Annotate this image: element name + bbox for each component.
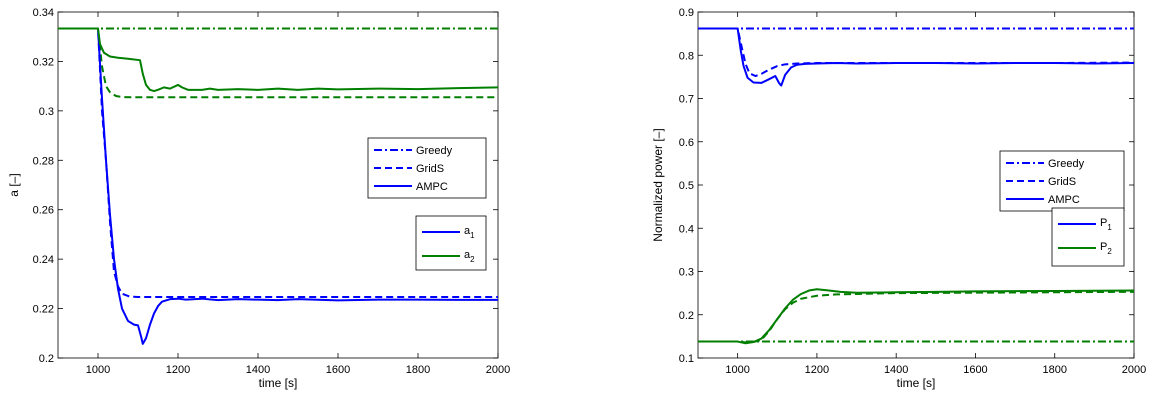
- series-group: [698, 27, 1134, 345]
- y-tick-label: 0.4: [679, 223, 694, 235]
- style-legend-label: Greedy: [416, 145, 453, 157]
- y-axis-label: Normalized power [–]: [651, 128, 665, 241]
- y-tick-label: 0.8: [679, 50, 694, 62]
- series-line-a2-ampc: [58, 27, 498, 93]
- y-tick-label: 0.26: [33, 205, 54, 217]
- style-legend-label: AMPC: [416, 181, 448, 193]
- y-tick-label: 0.3: [679, 267, 694, 279]
- style-legend-label: AMPC: [1048, 194, 1080, 206]
- chart-a-coefficient: 1000 1200 1400 1600 1800 2000 0.2 0.22 0.24 0.26 0…: [7, 7, 510, 390]
- y-tick-label: 0.2: [679, 310, 694, 322]
- y-tick-label: 0.9: [679, 7, 694, 19]
- color-legend-label: P2: [1100, 241, 1112, 256]
- style-legend-label: GridS: [416, 163, 444, 175]
- color-legend-subscript: 2: [470, 255, 475, 264]
- color-legend-subscript: 1: [470, 231, 475, 240]
- y-tick-label: 0.2: [39, 353, 54, 365]
- y-tick-label: 0.1: [679, 353, 694, 365]
- y-tick-label: 0.6: [679, 137, 694, 149]
- series-line-p2-grids: [698, 290, 1134, 344]
- color-legend-base: a: [464, 225, 471, 237]
- y-tick-label: 0.7: [679, 94, 694, 106]
- style-legend-label: GridS: [1048, 176, 1076, 188]
- y-tick-label: 0.24: [33, 254, 54, 266]
- x-tick-label: 1600: [963, 364, 987, 376]
- y-tick-label: 0.5: [679, 180, 694, 192]
- y-tick-label: 0.32: [33, 56, 54, 68]
- series-line-a1-ampc: [58, 27, 498, 345]
- color-legend-label: P1: [1100, 217, 1112, 232]
- x-tick-label: 1400: [884, 364, 908, 376]
- y-axis-label: a [–]: [7, 173, 21, 196]
- style-legend-label: Greedy: [1048, 158, 1085, 170]
- color-legend-box: [1051, 207, 1125, 267]
- color-legend-base: P: [1100, 241, 1107, 253]
- x-tick-label: 1000: [725, 364, 749, 376]
- y-tick-label: 0.34: [33, 7, 54, 19]
- x-tick-label: 1800: [1042, 364, 1066, 376]
- y-tick-label: 0.22: [33, 304, 54, 316]
- color-legend-subscript: 2: [1107, 247, 1112, 256]
- color-legend-base: P: [1100, 217, 1107, 229]
- y-tick-label: 0.3: [39, 106, 54, 118]
- series-line-a2-grids: [58, 27, 498, 99]
- x-tick-label: 1200: [166, 364, 190, 376]
- x-tick-label: 1400: [246, 364, 270, 376]
- x-tick-label: 1600: [326, 364, 350, 376]
- x-tick-label: 1000: [86, 364, 110, 376]
- x-axis-label: time [s]: [259, 376, 298, 390]
- x-tick-label: 2000: [1122, 364, 1146, 376]
- color-legend-label: a1: [464, 225, 475, 240]
- color-legend-label: a2: [464, 249, 475, 264]
- series-line-p2-ampc: [698, 288, 1134, 345]
- x-axis-label: time [s]: [897, 376, 936, 390]
- series-group: [58, 27, 498, 345]
- color-legend-base: a: [464, 249, 471, 261]
- color-legend-box: [415, 215, 487, 271]
- chart-normalized-power: 1000 1200 1400 1600 1800 2000 0.1 0.2 0.3 0.4 0.5 0…: [651, 7, 1146, 390]
- x-tick-label: 1200: [805, 364, 829, 376]
- x-tick-label: 2000: [486, 364, 510, 376]
- y-tick-label: 0.28: [33, 155, 54, 167]
- series-line-p1-ampc: [698, 27, 1134, 87]
- x-tick-label: 1800: [406, 364, 430, 376]
- color-legend-subscript: 1: [1107, 223, 1112, 232]
